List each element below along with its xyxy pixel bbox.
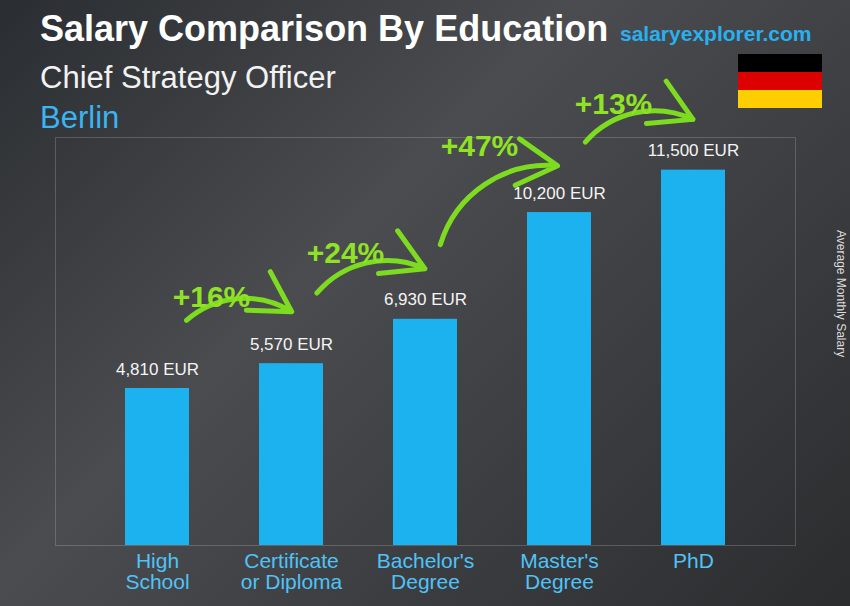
svg-text:+16%: +16% — [173, 280, 251, 313]
svg-text:Certificateor Diploma: Certificateor Diploma — [241, 549, 343, 593]
html-text:salaryexplorer.com: salaryexplorer.com — [620, 22, 812, 45]
svg-text:11,500 EUR: 11,500 EUR — [648, 141, 739, 160]
svg-text:10,200 EUR: 10,200 EUR — [513, 184, 606, 203]
svg-text:4,810 EUR: 4,810 EUR — [116, 360, 199, 379]
svg-text:Master'sDegree: Master'sDegree — [520, 549, 599, 593]
svg-text:5,570 EUR: 5,570 EUR — [250, 335, 333, 354]
html-text:Salary Comparison By Education: Salary Comparison By Education — [40, 8, 609, 49]
svg-text:+47%: +47% — [441, 129, 519, 162]
svg-text:HighSchool: HighSchool — [125, 549, 189, 593]
html-text:Berlin: Berlin — [40, 100, 120, 135]
svg-text:+24%: +24% — [307, 236, 385, 269]
svg-text:Bachelor'sDegree: Bachelor'sDegree — [377, 549, 474, 593]
svg-text:+13%: +13% — [575, 87, 653, 120]
svg-text:6,930 EUR: 6,930 EUR — [384, 290, 467, 309]
html-text:Average Monthly Salary: Average Monthly Salary — [834, 230, 848, 358]
svg-text:PhD: PhD — [673, 549, 714, 572]
html-text:Chief Strategy Officer: Chief Strategy Officer — [40, 60, 336, 95]
